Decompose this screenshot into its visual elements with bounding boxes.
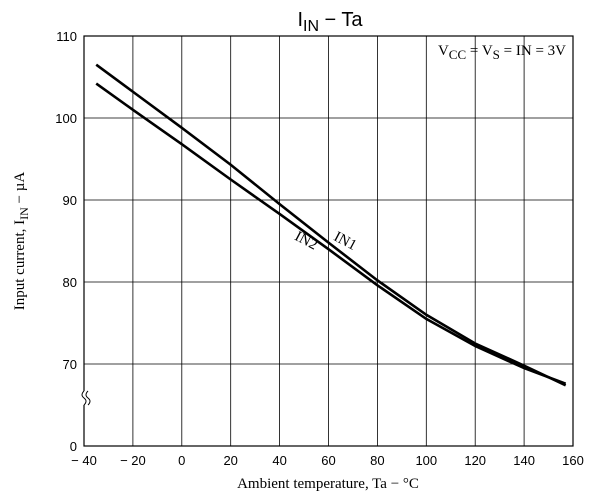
axis-break-mark [85,390,91,406]
x-tick-label: 100 [415,453,437,468]
y-tick-label: 70 [63,357,77,372]
x-tick-label: 120 [464,453,486,468]
y-tick-label: 80 [63,275,77,290]
line [95,82,567,385]
y-tick-label: 90 [63,193,77,208]
x-axis-label: Ambient temperature, Ta − °C [237,476,419,492]
x-tick-label: 160 [562,453,584,468]
y-axis-label: Input current, IIN − µA [12,172,31,311]
x-tick-label: − 40 [71,453,97,468]
line [95,63,567,387]
x-tick-label: 80 [370,453,384,468]
x-tick-label: 40 [272,453,286,468]
series-label: IN1 [331,229,359,254]
axis-break [80,390,91,406]
x-tick-label: − 20 [120,453,146,468]
x-tick-label: 140 [513,453,535,468]
plot-frame [83,35,574,447]
x-tick-label: 20 [223,453,237,468]
annotation: VCC = VS = IN = 3V [438,43,566,62]
x-tick-label: 0 [178,453,185,468]
chart-title: IIN − Ta [297,9,363,35]
y-tick-label: 110 [56,29,77,44]
axis-break-mark [81,390,87,406]
y-tick-label: 100 [55,111,77,126]
y-tick-label: 0 [70,439,77,454]
x-tick-label: 60 [321,453,335,468]
